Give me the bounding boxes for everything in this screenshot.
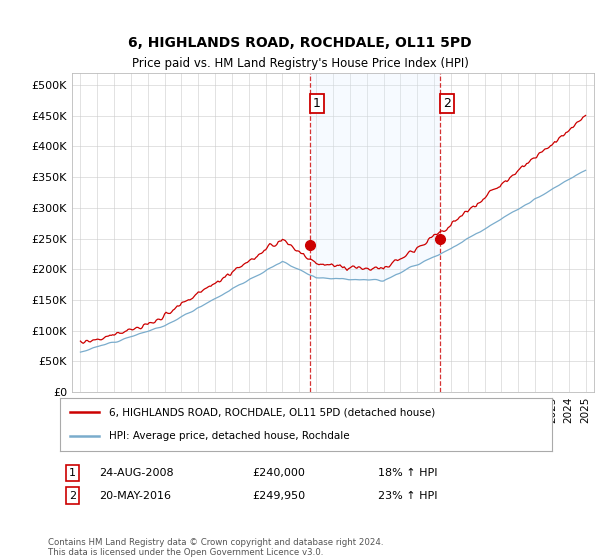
Text: 1: 1 — [69, 468, 76, 478]
Text: 2: 2 — [443, 97, 451, 110]
Text: 1: 1 — [313, 97, 320, 110]
Text: Contains HM Land Registry data © Crown copyright and database right 2024.
This d: Contains HM Land Registry data © Crown c… — [48, 538, 383, 557]
Text: 2: 2 — [69, 491, 76, 501]
Text: 6, HIGHLANDS ROAD, ROCHDALE, OL11 5PD (detached house): 6, HIGHLANDS ROAD, ROCHDALE, OL11 5PD (d… — [109, 408, 436, 418]
Text: Price paid vs. HM Land Registry's House Price Index (HPI): Price paid vs. HM Land Registry's House … — [131, 57, 469, 70]
Text: 6, HIGHLANDS ROAD, ROCHDALE, OL11 5PD: 6, HIGHLANDS ROAD, ROCHDALE, OL11 5PD — [128, 36, 472, 50]
Text: 23% ↑ HPI: 23% ↑ HPI — [378, 491, 437, 501]
Text: £249,950: £249,950 — [252, 491, 305, 501]
Text: HPI: Average price, detached house, Rochdale: HPI: Average price, detached house, Roch… — [109, 431, 350, 441]
Text: 24-AUG-2008: 24-AUG-2008 — [99, 468, 173, 478]
Text: £240,000: £240,000 — [252, 468, 305, 478]
Text: 20-MAY-2016: 20-MAY-2016 — [99, 491, 171, 501]
Text: 18% ↑ HPI: 18% ↑ HPI — [378, 468, 437, 478]
